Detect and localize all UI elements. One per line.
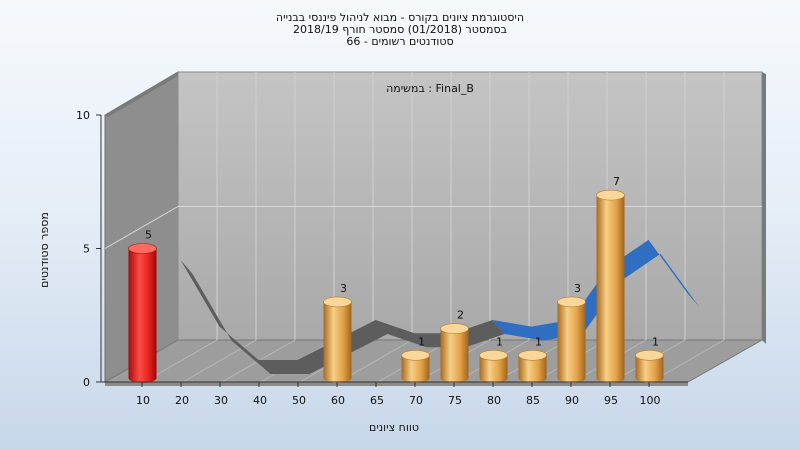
- bar-value-label: 2: [457, 309, 464, 322]
- bar-body: [323, 301, 352, 383]
- x-tick-label: 30: [214, 394, 228, 407]
- x-tick-label: 40: [253, 394, 267, 407]
- bar-top: [440, 323, 469, 334]
- ribbon-blue-segment: [492, 239, 700, 341]
- x-tick-label: 10: [136, 394, 150, 407]
- bar: 7: [596, 175, 625, 383]
- x-tick-label: 20: [175, 394, 189, 407]
- title-line-3: סטודנטים רשומים - 66: [346, 35, 454, 48]
- frame-top-edge: [105, 72, 178, 117]
- bar-body: [401, 355, 430, 383]
- bar-body: [596, 195, 625, 383]
- bar-top: [128, 243, 157, 254]
- bar-value-label: 1: [496, 335, 503, 348]
- x-tick-label: 65: [370, 394, 384, 407]
- bar-value-label: 1: [535, 335, 542, 348]
- bar: 5: [128, 229, 157, 383]
- floor-front-edge: [105, 382, 688, 386]
- bar-body: [518, 355, 547, 383]
- bar: 1: [479, 335, 508, 383]
- bar-top: [596, 189, 625, 201]
- bar: 2: [440, 309, 469, 383]
- y-tick-label: 10: [76, 109, 90, 122]
- bar-body: [128, 248, 157, 383]
- x-tick-label: 95: [604, 394, 618, 407]
- bar-body: [440, 328, 469, 383]
- bar-top: [479, 349, 508, 361]
- bar-top: [518, 349, 547, 361]
- bar-body: [635, 355, 664, 383]
- bar-value-label: 3: [340, 282, 347, 295]
- floor-line: [182, 339, 257, 383]
- chart-annotation: במשימה : Final_B: [386, 82, 474, 95]
- y-tick-label: 0: [83, 376, 90, 389]
- bar-top: [401, 349, 430, 361]
- trend-ribbon: [180, 239, 700, 374]
- bar-value-label: 1: [652, 335, 659, 348]
- bar-value-label: 7: [613, 175, 620, 188]
- bar: 1: [401, 335, 430, 383]
- ribbon-gray-segment: [180, 259, 505, 374]
- bar-value-label: 5: [145, 229, 152, 242]
- title-line-1: היסטוגרמת ציונים בקורס - מבוא לניהול פינ…: [275, 11, 525, 24]
- bar-body: [557, 301, 586, 383]
- bar-value-label: 3: [574, 282, 581, 295]
- x-tick-label: 50: [292, 394, 306, 407]
- y-axis-label: מספר סטודנטים: [38, 212, 51, 288]
- x-tick-label: 90: [565, 394, 579, 407]
- x-tick-label: 100: [640, 394, 661, 407]
- x-tick-label: 85: [526, 394, 540, 407]
- bar: 3: [557, 282, 586, 383]
- x-tick-label: 70: [409, 394, 423, 407]
- frame-right-edge: [762, 72, 766, 344]
- bar-top: [635, 349, 664, 361]
- x-tick-label: 80: [487, 394, 501, 407]
- gridline-h: [104, 206, 762, 249]
- bar: 3: [323, 282, 352, 383]
- x-tick-label: 75: [448, 394, 462, 407]
- title-line-2: בסמסטר (01/2018) סמסטר חורף 2018/19: [293, 23, 507, 36]
- bar-top: [557, 296, 586, 308]
- y-tick-label: 5: [83, 243, 90, 256]
- bar: 1: [635, 335, 664, 383]
- bar: 1: [518, 335, 547, 383]
- bar-top: [323, 296, 352, 308]
- x-tick-label: 60: [331, 394, 345, 407]
- bar-body: [479, 355, 508, 383]
- bar-value-label: 1: [418, 335, 425, 348]
- x-axis-label: טווח ציונים: [369, 421, 419, 434]
